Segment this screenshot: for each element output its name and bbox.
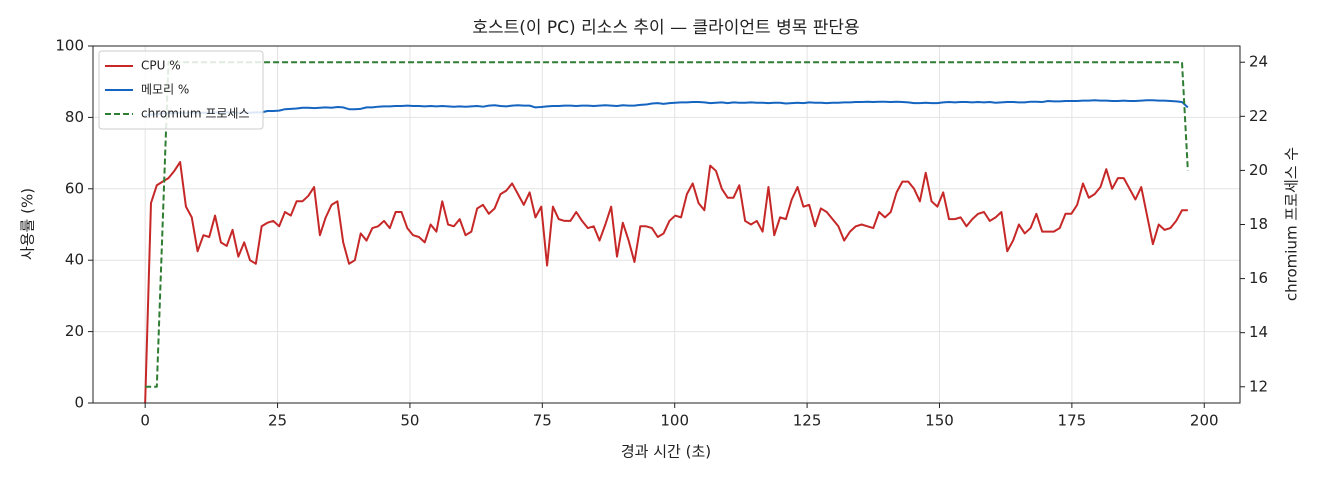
- series-line: [145, 99, 1189, 117]
- series-line: [145, 61, 1189, 388]
- x-tick-label: 125: [793, 412, 822, 430]
- x-tick-label: 100: [660, 412, 689, 430]
- legend-label: 메모리 %: [141, 83, 189, 97]
- x-axis-label: 경과 시간 (초): [621, 443, 711, 461]
- chart-title: 호스트(이 PC) 리소스 추이 — 클라이언트 병목 판단용: [472, 18, 859, 38]
- y2-tick-label: 18: [1249, 215, 1268, 233]
- y-tick-label: 0: [74, 394, 84, 412]
- y-axis-label: 사용률 (%): [19, 188, 37, 260]
- x-tick-label: 200: [1190, 412, 1219, 430]
- y-tick-label: 80: [65, 108, 84, 126]
- y2-axis-label: chromium 프로세스 수: [1283, 147, 1301, 301]
- y2-tick-label: 16: [1249, 269, 1268, 287]
- y2-tick-label: 20: [1249, 161, 1268, 179]
- y2-tick-label: 24: [1249, 53, 1268, 71]
- y-tick-label: 20: [65, 322, 84, 340]
- x-tick-label: 175: [1058, 412, 1087, 430]
- y2-tick-label: 22: [1249, 107, 1268, 125]
- x-tick-label: 75: [533, 412, 552, 430]
- y-tick-label: 100: [55, 37, 84, 55]
- y2-tick-label: 12: [1249, 377, 1268, 395]
- legend-box: [98, 50, 264, 130]
- legend-label: CPU %: [141, 59, 181, 73]
- x-tick-label: 50: [400, 412, 419, 430]
- x-tick-label: 150: [925, 412, 954, 430]
- y-tick-label: 60: [65, 179, 84, 197]
- x-tick-label: 0: [140, 412, 150, 430]
- plot-frame: [92, 45, 1241, 404]
- y-tick-label: 40: [65, 251, 84, 269]
- legend-label: chromium 프로세스: [141, 107, 250, 121]
- y2-tick-label: 14: [1249, 323, 1268, 341]
- series-line: [144, 161, 1188, 404]
- x-tick-label: 25: [268, 412, 287, 430]
